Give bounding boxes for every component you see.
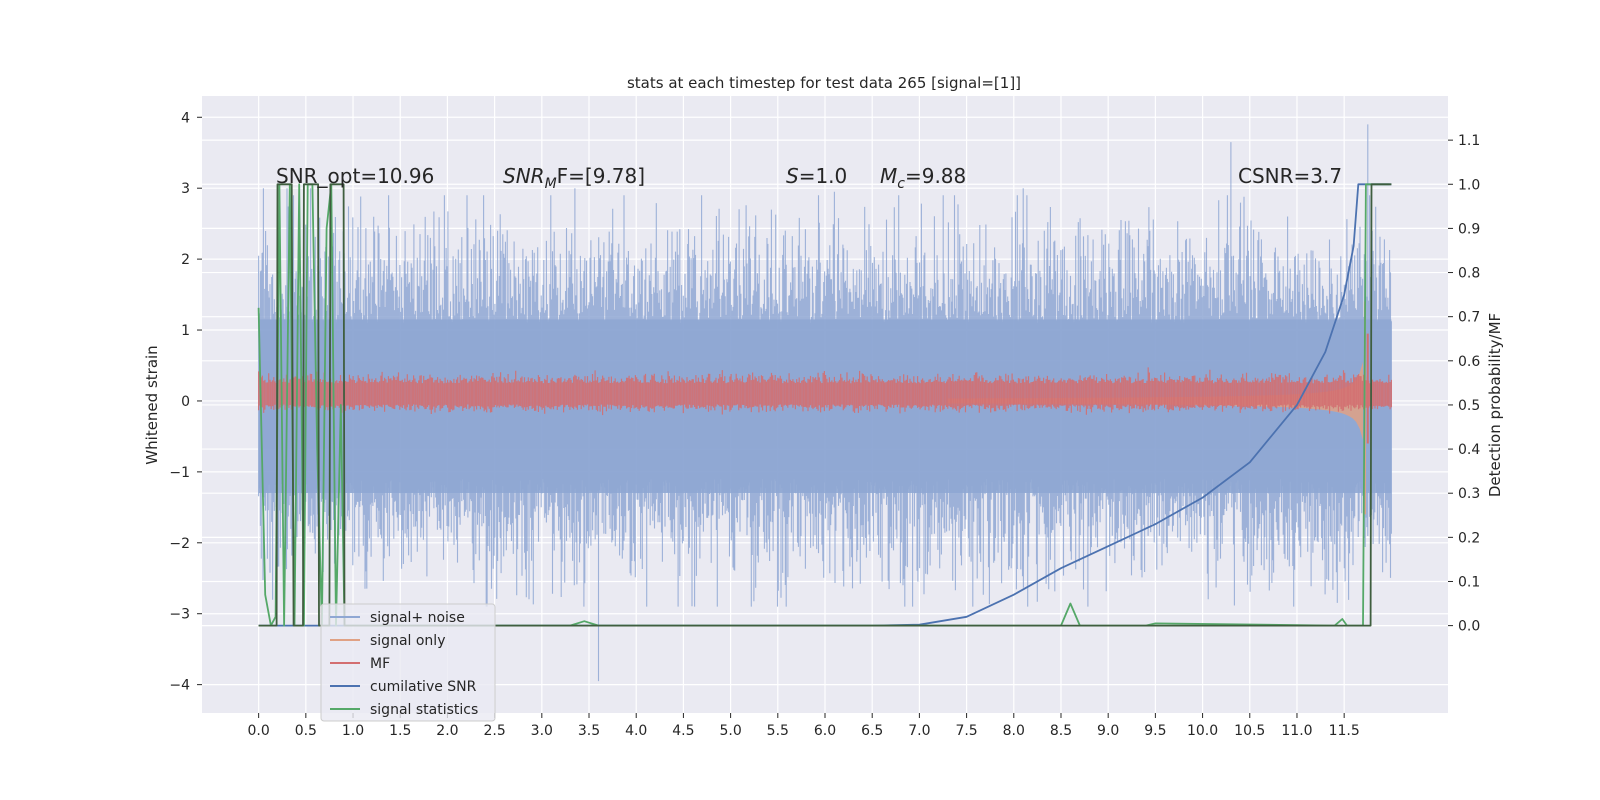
y-right-tick-label: 0.6 [1458, 354, 1480, 370]
legend-label: MF [370, 656, 390, 672]
x-tick-label: 8.0 [1003, 723, 1025, 739]
annotations: SNR_opt=10.96 SNRMF=[9.78] S=1.0 Mc=9.88… [276, 164, 1342, 192]
legend-box [320, 603, 496, 722]
x-tick-label: 1.0 [342, 723, 364, 739]
x-tick-label: 2.0 [436, 723, 458, 739]
annotation-s-symbol: S [786, 164, 799, 188]
x-tick-label: 6.5 [861, 723, 883, 739]
y-tick-label: −2 [169, 536, 190, 552]
annotation-mc: Mc=9.88 [880, 164, 966, 192]
y-right-tick-label: 1.0 [1458, 177, 1480, 193]
series-mf [258, 333, 1392, 444]
mf-trace [258, 367, 1392, 416]
legend-label: signal only [370, 633, 445, 649]
x-tick-label: 7.0 [908, 723, 930, 739]
annotation-snr-mf: SNRMF=[9.78] [503, 164, 645, 192]
annotation-mc-symbol: M [880, 164, 897, 188]
y-right-tick-label: 0.3 [1458, 486, 1480, 502]
y-right-tick-label: 0.9 [1458, 221, 1480, 237]
x-tick-label: 7.5 [955, 723, 977, 739]
annotation-mc-value: =9.88 [905, 164, 966, 188]
x-tick-label: 3.5 [578, 723, 600, 739]
y-tick-label: −4 [169, 678, 190, 694]
annotation-s: S=1.0 [786, 164, 847, 188]
annotation-mc-subscript: c [897, 176, 905, 192]
annotation-s-value: =1.0 [799, 164, 848, 188]
y-right-tick-label: 0.7 [1458, 310, 1480, 326]
legend-label: signal+ noise [370, 610, 465, 626]
x-tick-label: 4.5 [672, 723, 694, 739]
y-right-tick-label: 0.2 [1458, 530, 1480, 546]
x-axis-ticks: 0.0 0.5 1.0 1.5 2.0 2.5 3.0 3.5 4.0 4.5 5.0 5.5 6.0 6… [248, 713, 1360, 739]
y-tick-label: 1 [181, 323, 190, 339]
x-tick-label: 8.5 [1050, 723, 1072, 739]
y-right-tick-label: 0.1 [1458, 574, 1480, 590]
y-tick-label: 3 [181, 181, 190, 197]
y-tick-label: 0 [181, 394, 190, 410]
x-tick-label: 0.5 [295, 723, 317, 739]
annotation-csnr: CSNR=3.7 [1238, 164, 1342, 188]
annotation-snr-mf-subscript: M [545, 176, 557, 192]
legend-label: signal statistics [370, 702, 478, 718]
y-tick-label: 4 [181, 110, 190, 126]
annotation-snr-mf-symbol: SNR [503, 164, 545, 188]
x-tick-label: 9.0 [1097, 723, 1119, 739]
y-axis-label: Whitened strain [143, 345, 161, 464]
y-right-tick-label: 1.1 [1458, 133, 1480, 149]
x-tick-label: 11.0 [1281, 723, 1312, 739]
y-axis-ticks: 4 3 2 1 0 −1 −2 −3 −4 [169, 110, 202, 694]
x-tick-label: 9.5 [1144, 723, 1166, 739]
x-tick-label: 2.5 [483, 723, 505, 739]
y-tick-label: 2 [181, 252, 190, 268]
x-tick-label: 5.0 [719, 723, 741, 739]
x-tick-label: 6.0 [814, 723, 836, 739]
x-tick-label: 1.5 [389, 723, 411, 739]
y-right-axis-label: Detection probability/MF [1486, 313, 1504, 497]
x-tick-label: 3.0 [531, 723, 553, 739]
x-tick-label: 0.0 [248, 723, 270, 739]
y-right-axis-ticks: 1.1 1.0 0.9 0.8 0.7 0.6 0.5 0.4 0.3 0.2 0.1 0.0 [1448, 133, 1480, 635]
legend-label: cumilative SNR [370, 679, 477, 695]
y-right-tick-label: 0.0 [1458, 619, 1480, 635]
y-tick-label: −3 [169, 607, 190, 623]
x-tick-label: 5.5 [767, 723, 789, 739]
y-right-tick-label: 0.5 [1458, 398, 1480, 414]
y-right-tick-label: 0.4 [1458, 442, 1480, 458]
x-tick-label: 10.5 [1234, 723, 1265, 739]
x-tick-label: 11.5 [1329, 723, 1360, 739]
x-tick-label: 10.0 [1187, 723, 1218, 739]
annotation-snr-mf-value: F=[9.78] [557, 164, 645, 188]
legend: signal+ noise signal only MF cumilative SNR… [320, 603, 496, 722]
chart-title: stats at each timestep for test data 265… [627, 74, 1021, 92]
x-tick-label: 4.0 [625, 723, 647, 739]
annotation-snr-opt: SNR_opt=10.96 [276, 164, 434, 188]
y-right-tick-label: 0.8 [1458, 266, 1480, 282]
y-tick-label: −1 [169, 465, 190, 481]
